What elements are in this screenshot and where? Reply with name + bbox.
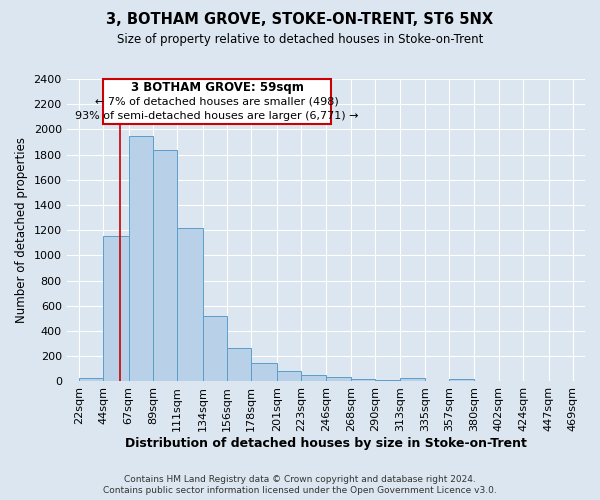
Bar: [573, 381, 597, 382]
Bar: [449, 379, 475, 382]
Text: 3, BOTHAM GROVE, STOKE-ON-TRENT, ST6 5NX: 3, BOTHAM GROVE, STOKE-ON-TRENT, ST6 5NX: [106, 12, 494, 28]
Bar: [153, 150, 177, 382]
Bar: [227, 348, 251, 382]
Y-axis label: Number of detached properties: Number of detached properties: [15, 137, 28, 323]
Bar: [103, 236, 128, 382]
Text: 93% of semi-detached houses are larger (6,771) →: 93% of semi-detached houses are larger (…: [75, 111, 359, 121]
Bar: [548, 381, 573, 382]
Text: Size of property relative to detached houses in Stoke-on-Trent: Size of property relative to detached ho…: [117, 32, 483, 46]
Text: Contains HM Land Registry data © Crown copyright and database right 2024.: Contains HM Land Registry data © Crown c…: [124, 475, 476, 484]
Text: 3 BOTHAM GROVE: 59sqm: 3 BOTHAM GROVE: 59sqm: [131, 80, 304, 94]
Bar: [400, 378, 425, 382]
Bar: [326, 377, 351, 382]
Bar: [251, 362, 277, 382]
Bar: [301, 375, 326, 382]
Bar: [277, 372, 301, 382]
Bar: [425, 381, 449, 382]
Bar: [128, 136, 153, 382]
Bar: [79, 378, 103, 382]
Text: ← 7% of detached houses are smaller (498): ← 7% of detached houses are smaller (498…: [95, 96, 339, 106]
Bar: [523, 381, 548, 382]
Bar: [375, 380, 400, 382]
Bar: [177, 228, 203, 382]
Bar: [203, 316, 227, 382]
Bar: [351, 379, 375, 382]
X-axis label: Distribution of detached houses by size in Stoke-on-Trent: Distribution of detached houses by size …: [125, 437, 527, 450]
Bar: [499, 381, 523, 382]
Bar: [475, 381, 499, 382]
Text: Contains public sector information licensed under the Open Government Licence v3: Contains public sector information licen…: [103, 486, 497, 495]
